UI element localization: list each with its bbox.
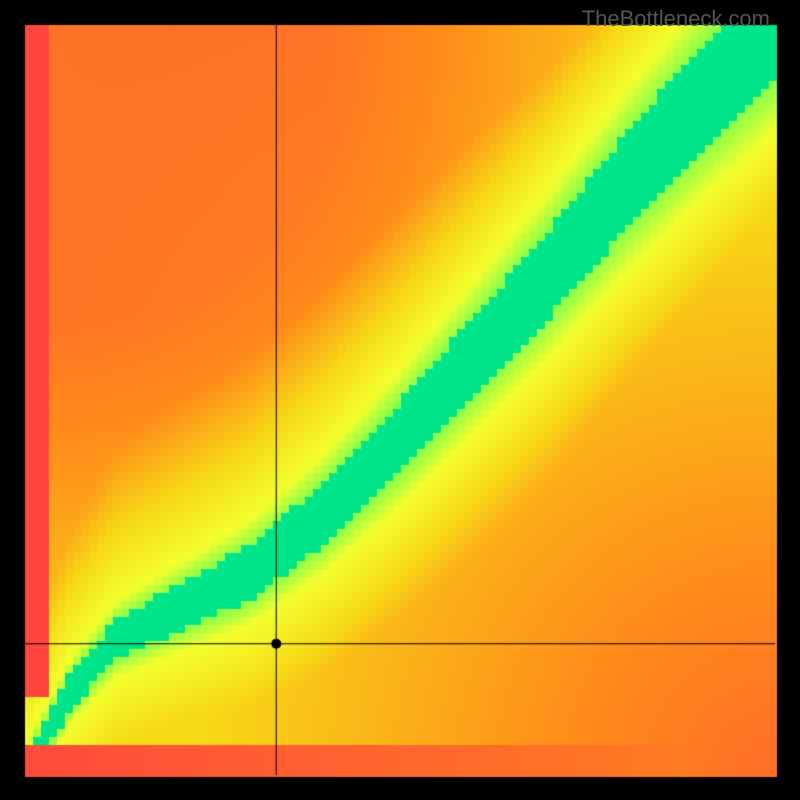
watermark-text: TheBottleneck.com — [582, 6, 770, 32]
chart-container: TheBottleneck.com — [0, 0, 800, 800]
heatmap-canvas — [0, 0, 800, 800]
